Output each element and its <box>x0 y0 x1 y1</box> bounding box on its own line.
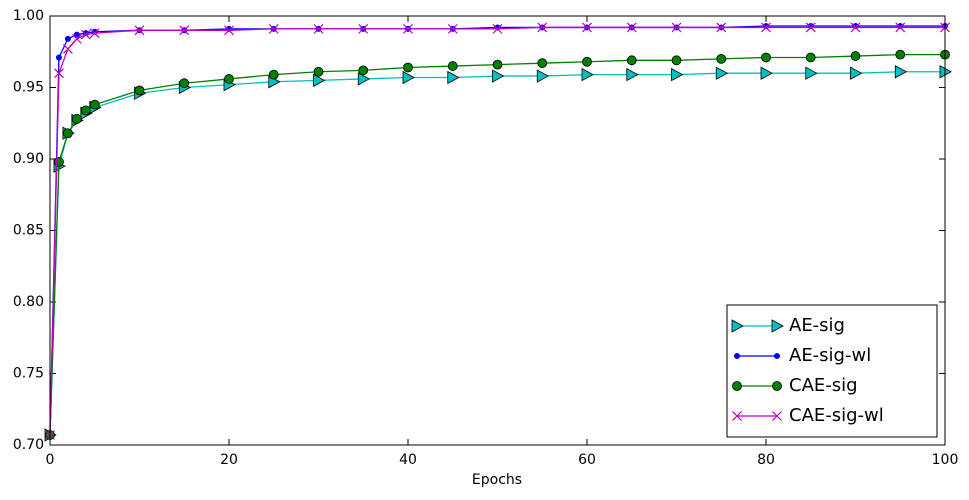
marker <box>62 43 73 54</box>
marker <box>313 73 326 88</box>
marker <box>716 54 727 64</box>
marker <box>731 319 744 333</box>
marker <box>761 22 771 33</box>
legend-label: AE-sig <box>789 315 845 336</box>
marker <box>732 411 742 421</box>
marker <box>536 69 550 83</box>
marker <box>895 49 906 60</box>
marker <box>732 381 742 391</box>
marker <box>671 22 682 33</box>
marker <box>313 23 324 34</box>
marker <box>73 31 80 38</box>
marker <box>224 25 234 36</box>
marker <box>626 67 639 82</box>
marker <box>71 114 82 124</box>
marker <box>64 35 71 42</box>
marker <box>63 128 73 139</box>
marker <box>313 66 324 77</box>
marker <box>492 59 503 70</box>
marker <box>716 22 727 33</box>
marker <box>850 51 861 61</box>
x-tick-label: 60 <box>578 452 596 468</box>
marker <box>734 353 740 359</box>
marker <box>671 67 684 82</box>
marker <box>850 22 861 33</box>
marker <box>358 65 369 76</box>
marker <box>582 22 592 33</box>
marker <box>447 23 458 34</box>
marker <box>715 66 729 80</box>
marker <box>54 156 64 167</box>
marker <box>760 66 773 80</box>
y-tick-label: 0.95 <box>13 80 44 96</box>
marker <box>582 56 592 67</box>
marker <box>626 22 637 33</box>
x-tick-label: 0 <box>46 452 55 468</box>
x-tick-label: 20 <box>220 452 238 468</box>
y-tick-label: 0.90 <box>13 151 44 167</box>
marker <box>626 55 637 66</box>
legend-label: CAE-sig <box>789 375 858 396</box>
marker <box>895 22 906 33</box>
y-tick-label: 0.70 <box>13 437 44 453</box>
marker <box>55 54 62 61</box>
marker <box>80 105 91 116</box>
legend: AE-sig AE-sig-wl CAE-sig CAE-sig-wl <box>726 304 938 438</box>
x-tick-label: 40 <box>399 452 417 468</box>
marker <box>581 67 594 82</box>
marker <box>268 69 279 80</box>
x-tick-label: 100 <box>932 452 959 468</box>
marker <box>492 69 505 83</box>
marker <box>89 28 100 39</box>
marker <box>268 23 279 34</box>
marker <box>805 52 816 63</box>
marker <box>805 66 818 80</box>
legend-box <box>726 304 938 438</box>
marker <box>447 70 460 85</box>
marker <box>537 22 548 33</box>
marker <box>492 23 503 34</box>
marker <box>224 74 234 84</box>
legend-label: CAE-sig-wl <box>789 405 884 426</box>
marker <box>89 99 100 110</box>
marker <box>402 70 415 85</box>
marker <box>761 52 771 63</box>
marker <box>537 58 548 69</box>
marker <box>179 78 190 89</box>
marker <box>403 23 413 34</box>
marker <box>71 33 82 44</box>
marker <box>671 55 682 66</box>
marker <box>894 65 908 79</box>
series <box>45 22 950 440</box>
marker <box>134 25 145 36</box>
marker <box>358 23 369 34</box>
series <box>45 49 950 440</box>
y-tick-label: 0.75 <box>13 366 44 382</box>
marker <box>447 61 458 71</box>
x-axis-label: Epochs <box>472 472 522 488</box>
marker <box>357 72 371 86</box>
marker <box>54 68 64 79</box>
marker <box>850 66 863 80</box>
y-tick-label: 0.80 <box>13 294 44 310</box>
marker <box>134 85 145 96</box>
marker <box>774 353 780 359</box>
plot-frame <box>49 15 946 446</box>
y-tick-label: 0.85 <box>13 223 44 239</box>
marker <box>772 381 782 391</box>
y-tick-label: 1.00 <box>13 8 44 24</box>
marker <box>80 29 91 40</box>
legend-label: AE-sig-wl <box>789 345 871 366</box>
marker <box>179 25 190 36</box>
marker <box>772 411 782 421</box>
marker <box>805 22 816 33</box>
marker <box>771 319 784 333</box>
x-tick-label: 80 <box>757 452 775 468</box>
marker <box>403 62 413 73</box>
